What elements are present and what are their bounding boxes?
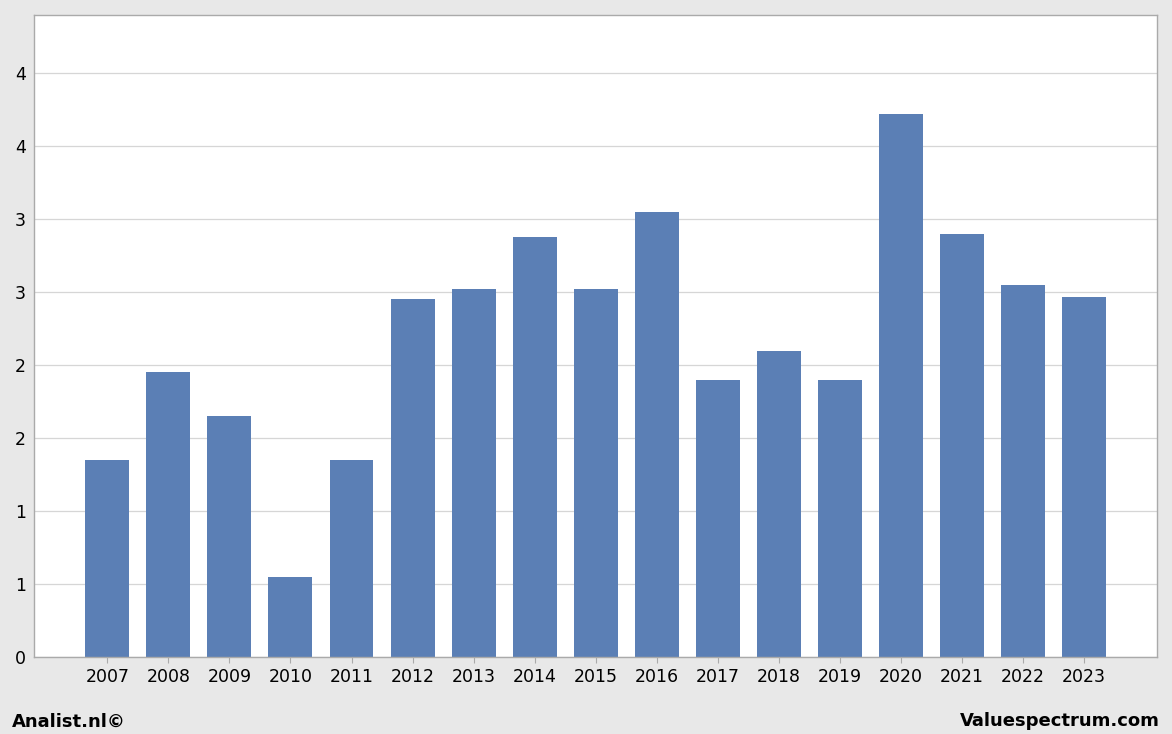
Bar: [1062, 297, 1106, 657]
Bar: [207, 416, 252, 657]
Bar: [696, 379, 740, 657]
Bar: [757, 351, 800, 657]
Bar: [512, 237, 557, 657]
Bar: [573, 289, 618, 657]
Bar: [329, 460, 374, 657]
Text: Valuespectrum.com: Valuespectrum.com: [960, 712, 1160, 730]
Bar: [1001, 285, 1045, 657]
Bar: [146, 372, 190, 657]
Bar: [268, 577, 313, 657]
Bar: [635, 212, 679, 657]
Bar: [879, 115, 922, 657]
Bar: [940, 234, 983, 657]
Bar: [818, 379, 861, 657]
Bar: [390, 299, 435, 657]
Bar: [86, 460, 129, 657]
Text: Analist.nl©: Analist.nl©: [12, 712, 125, 730]
Bar: [451, 289, 496, 657]
